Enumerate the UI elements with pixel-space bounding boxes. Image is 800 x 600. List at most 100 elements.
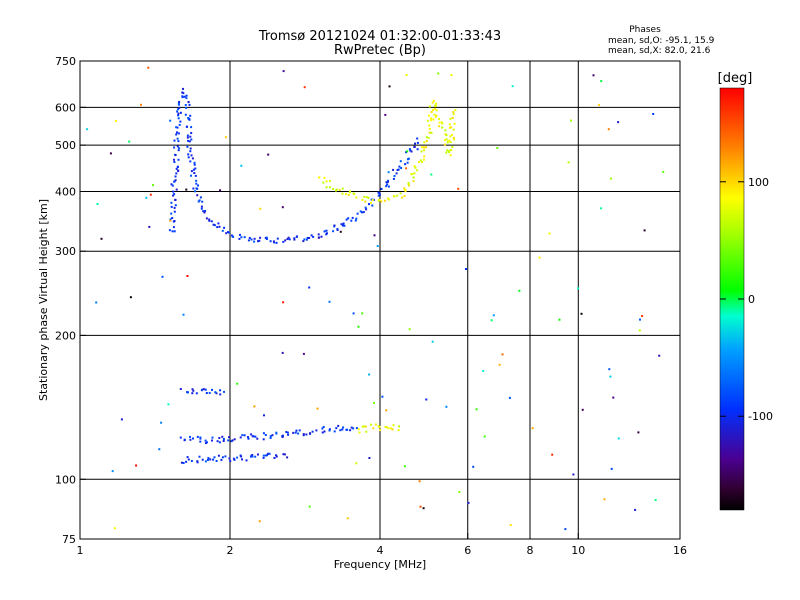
data-point	[173, 139, 176, 142]
data-point	[177, 158, 180, 161]
data-point	[438, 121, 441, 124]
data-point	[282, 434, 284, 437]
data-point	[393, 195, 396, 198]
data-point	[190, 170, 193, 173]
data-point	[448, 126, 451, 129]
data-point	[218, 225, 221, 228]
data-point	[189, 135, 192, 138]
data-point	[318, 176, 321, 179]
noise-point	[538, 256, 541, 259]
noise-point	[373, 401, 375, 404]
noise-point	[450, 74, 453, 77]
data-point	[275, 455, 278, 458]
data-point	[177, 117, 180, 120]
data-point	[312, 235, 315, 238]
data-point	[391, 428, 394, 431]
data-point	[257, 453, 259, 456]
stats-line-x: mean, sd,X: 82.0, 21.6	[608, 46, 711, 56]
data-point	[177, 132, 180, 135]
data-point	[254, 435, 257, 438]
data-point	[367, 196, 370, 199]
data-point	[173, 180, 176, 183]
noise-point	[148, 225, 151, 228]
data-point	[285, 431, 288, 433]
data-point	[400, 167, 403, 169]
data-point	[217, 454, 220, 457]
data-point	[262, 454, 265, 457]
data-point	[286, 456, 289, 459]
data-point	[372, 427, 375, 430]
noise-point	[253, 405, 256, 408]
data-point	[302, 434, 305, 437]
data-point	[345, 192, 347, 195]
data-point	[352, 427, 355, 430]
data-point	[219, 389, 222, 392]
noise-point	[508, 396, 511, 399]
data-point	[383, 199, 386, 202]
noise-point	[185, 188, 188, 191]
data-point	[187, 117, 190, 119]
data-point	[238, 237, 241, 240]
data-point	[191, 157, 194, 160]
data-point	[430, 111, 433, 113]
data-point	[177, 140, 180, 143]
data-point	[370, 423, 373, 426]
data-point	[190, 460, 193, 462]
data-point	[191, 388, 194, 391]
data-point	[184, 113, 187, 116]
noise-point	[634, 508, 637, 511]
data-point	[184, 104, 187, 106]
data-point	[328, 429, 331, 432]
noise-point	[405, 74, 408, 76]
data-point	[185, 125, 188, 128]
data-point	[403, 187, 406, 190]
noise-point	[339, 230, 342, 233]
colorbar-tick-label: 0	[748, 293, 755, 306]
noise-point	[357, 325, 360, 328]
noise-point	[403, 465, 406, 468]
data-point	[357, 428, 360, 431]
noise-point	[467, 501, 470, 504]
data-point	[179, 120, 182, 123]
noise-point	[236, 382, 239, 385]
data-point	[413, 172, 416, 175]
data-point	[194, 167, 197, 170]
data-point	[183, 438, 186, 441]
data-point	[396, 169, 399, 171]
data-point	[397, 168, 400, 171]
data-point	[207, 457, 210, 460]
data-point	[231, 439, 234, 442]
data-point	[206, 459, 209, 461]
data-point	[204, 388, 207, 391]
noise-point	[422, 507, 425, 510]
data-point	[218, 441, 221, 444]
data-point	[329, 180, 331, 183]
data-point	[302, 433, 305, 436]
data-point	[182, 87, 184, 90]
noise-point	[316, 407, 319, 410]
data-point	[423, 146, 425, 149]
noise-point	[658, 354, 661, 357]
noise-point	[355, 462, 358, 465]
data-point	[185, 106, 188, 109]
data-point	[176, 145, 179, 148]
data-point	[185, 97, 188, 100]
x-tick-label: 2	[227, 544, 234, 557]
data-point	[186, 456, 189, 459]
data-point	[171, 217, 174, 219]
data-point	[430, 131, 433, 134]
data-point	[264, 236, 267, 239]
data-point	[259, 236, 262, 239]
data-point	[386, 183, 389, 186]
data-point	[421, 161, 423, 163]
data-point	[187, 139, 190, 142]
data-point	[370, 201, 372, 204]
data-point	[177, 169, 180, 172]
data-point	[403, 195, 406, 197]
data-point	[325, 229, 328, 232]
noise-point	[603, 498, 606, 501]
y-axis-label: Stationary phase Virtual Height [km]	[37, 199, 50, 401]
noise-point	[368, 457, 371, 459]
data-point	[175, 126, 178, 129]
data-point	[240, 455, 243, 458]
